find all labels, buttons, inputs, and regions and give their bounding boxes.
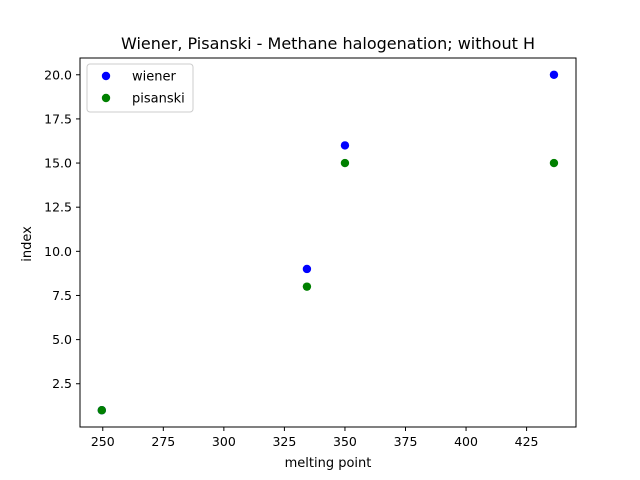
data-point-pisanski-0 (97, 406, 106, 415)
plot-area: 250 275 300 325 350 375 400 425 2.5 5.0 7.5 10.0 12.… (44, 57, 577, 449)
y-tick-label: 15.0 (44, 156, 72, 171)
legend-marker-pisanski (101, 93, 111, 103)
data-point-pisanski-2 (340, 158, 350, 168)
x-tick-label: 325 (272, 434, 296, 449)
legend: wiener pisanski (86, 63, 194, 113)
x-tick-label: 425 (515, 434, 539, 449)
y-tick-label: 12.5 (44, 200, 72, 215)
x-axis-label: melting point (285, 456, 372, 471)
legend-label-wiener: wiener (132, 70, 176, 85)
data-point-pisanski-3 (549, 158, 559, 168)
legend-box (86, 63, 194, 113)
y-tick-label: 17.5 (44, 111, 72, 126)
series-pisanski (97, 158, 559, 415)
y-tick-label: 10.0 (44, 244, 72, 259)
y-tick-label: 7.5 (52, 288, 72, 303)
legend-label-pisanski: pisanski (132, 92, 185, 107)
data-point-wiener-3 (549, 70, 559, 79)
y-tick-label: 2.5 (52, 376, 72, 391)
y-tick-label: 5.0 (52, 332, 72, 347)
series-wiener (97, 70, 559, 415)
x-tick-label: 250 (91, 434, 115, 449)
x-tick-label: 350 (333, 434, 357, 449)
y-tick-label: 20.0 (44, 67, 72, 82)
chart-title: Wiener, Pisanski - Methane halogenation;… (121, 34, 535, 53)
x-tick-label: 375 (394, 434, 418, 449)
legend-marker-wiener (101, 71, 111, 81)
y-axis-label: index (20, 226, 35, 262)
x-tick-label: 300 (212, 434, 236, 449)
plot-frame (79, 57, 577, 428)
data-point-wiener-1 (302, 264, 312, 274)
x-tick-label: 400 (454, 434, 478, 449)
x-tick-label: 275 (151, 434, 175, 449)
data-point-wiener-2 (340, 141, 350, 150)
data-point-pisanski-1 (302, 282, 312, 291)
